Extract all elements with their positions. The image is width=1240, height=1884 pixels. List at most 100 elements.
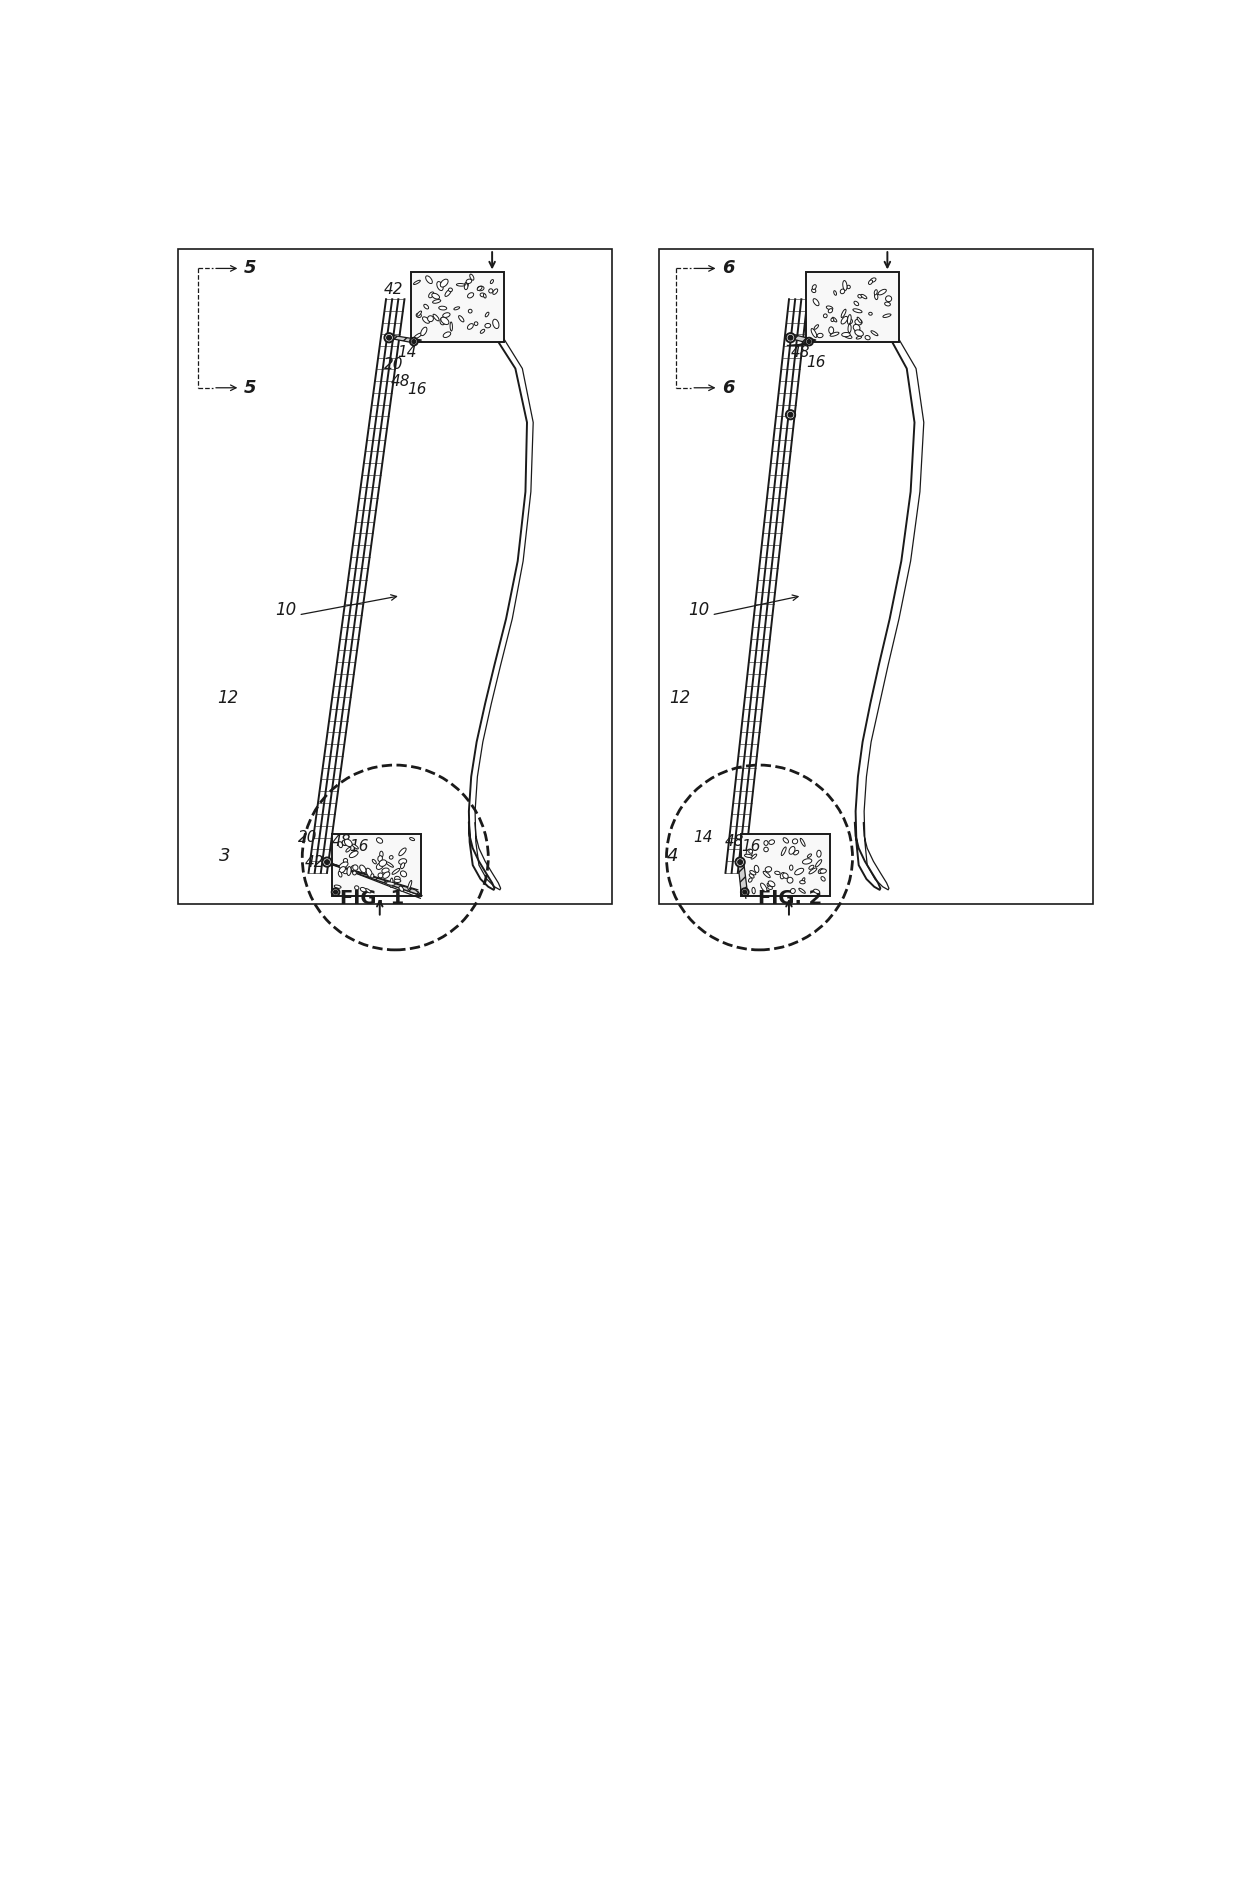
Text: 14: 14 — [397, 345, 417, 360]
Ellipse shape — [389, 878, 393, 887]
Ellipse shape — [378, 855, 382, 861]
Ellipse shape — [345, 838, 352, 846]
Ellipse shape — [366, 869, 372, 878]
Ellipse shape — [477, 286, 482, 290]
Ellipse shape — [386, 861, 393, 867]
Ellipse shape — [352, 865, 358, 870]
Ellipse shape — [831, 318, 833, 322]
Circle shape — [384, 333, 394, 343]
Ellipse shape — [347, 867, 351, 876]
Ellipse shape — [751, 887, 755, 893]
Ellipse shape — [861, 294, 867, 300]
Ellipse shape — [841, 309, 846, 318]
Text: 12: 12 — [217, 690, 238, 708]
Text: 16: 16 — [407, 382, 427, 398]
Bar — [742, 835, 830, 897]
Ellipse shape — [749, 878, 753, 882]
Ellipse shape — [833, 290, 837, 296]
Ellipse shape — [848, 318, 852, 324]
Ellipse shape — [382, 869, 389, 872]
Ellipse shape — [456, 283, 465, 286]
Ellipse shape — [749, 850, 753, 853]
Ellipse shape — [826, 305, 833, 309]
Ellipse shape — [480, 330, 485, 333]
Ellipse shape — [744, 853, 753, 857]
Ellipse shape — [841, 288, 844, 294]
Ellipse shape — [439, 307, 446, 311]
Ellipse shape — [775, 870, 780, 874]
Ellipse shape — [848, 324, 851, 333]
Ellipse shape — [414, 333, 422, 339]
Ellipse shape — [467, 292, 474, 298]
Ellipse shape — [799, 887, 805, 893]
Ellipse shape — [485, 313, 489, 317]
Circle shape — [735, 857, 745, 867]
Text: 48: 48 — [391, 375, 410, 390]
Ellipse shape — [811, 328, 817, 337]
Text: 10: 10 — [688, 601, 709, 620]
Ellipse shape — [780, 872, 785, 878]
Ellipse shape — [386, 882, 396, 885]
Ellipse shape — [790, 865, 792, 870]
Ellipse shape — [883, 315, 892, 318]
Circle shape — [334, 891, 337, 895]
Ellipse shape — [749, 874, 754, 878]
Polygon shape — [787, 335, 816, 343]
Ellipse shape — [413, 281, 420, 284]
Text: 16: 16 — [806, 354, 826, 369]
Ellipse shape — [841, 317, 848, 324]
Text: 5: 5 — [244, 379, 257, 398]
Text: 20: 20 — [299, 831, 317, 846]
Text: 48: 48 — [332, 835, 351, 850]
Bar — [410, 273, 503, 341]
Ellipse shape — [800, 880, 805, 884]
Ellipse shape — [378, 872, 383, 878]
Ellipse shape — [339, 842, 342, 848]
Ellipse shape — [392, 869, 399, 874]
Bar — [806, 273, 899, 341]
Ellipse shape — [760, 884, 766, 891]
Ellipse shape — [754, 865, 759, 872]
Ellipse shape — [815, 324, 818, 330]
Ellipse shape — [454, 307, 460, 309]
Circle shape — [332, 887, 340, 897]
Ellipse shape — [818, 869, 823, 874]
Ellipse shape — [790, 889, 795, 893]
Ellipse shape — [401, 863, 404, 869]
Ellipse shape — [372, 859, 376, 865]
Ellipse shape — [800, 838, 805, 846]
Ellipse shape — [489, 288, 492, 294]
Ellipse shape — [808, 865, 813, 869]
Text: 16: 16 — [742, 838, 761, 853]
Ellipse shape — [399, 885, 403, 891]
Ellipse shape — [465, 283, 469, 286]
Text: FIG. 1: FIG. 1 — [340, 889, 404, 908]
Ellipse shape — [768, 885, 773, 889]
Ellipse shape — [782, 872, 789, 878]
Ellipse shape — [764, 840, 768, 846]
Ellipse shape — [847, 284, 851, 288]
Ellipse shape — [802, 859, 812, 865]
Ellipse shape — [821, 876, 825, 882]
Ellipse shape — [371, 874, 373, 878]
Ellipse shape — [433, 315, 439, 320]
Ellipse shape — [828, 326, 833, 333]
Circle shape — [325, 859, 330, 865]
Circle shape — [805, 337, 813, 345]
Text: 6: 6 — [722, 379, 735, 398]
Ellipse shape — [868, 281, 873, 284]
Circle shape — [387, 335, 392, 339]
Ellipse shape — [428, 317, 434, 322]
Ellipse shape — [816, 859, 822, 867]
Ellipse shape — [801, 878, 805, 884]
Ellipse shape — [870, 332, 878, 335]
Ellipse shape — [854, 330, 863, 335]
Ellipse shape — [352, 870, 356, 874]
Ellipse shape — [408, 880, 412, 889]
Polygon shape — [325, 863, 423, 897]
Ellipse shape — [808, 869, 817, 874]
Ellipse shape — [768, 884, 770, 885]
Ellipse shape — [766, 869, 770, 872]
Ellipse shape — [492, 288, 497, 294]
Ellipse shape — [340, 863, 348, 869]
